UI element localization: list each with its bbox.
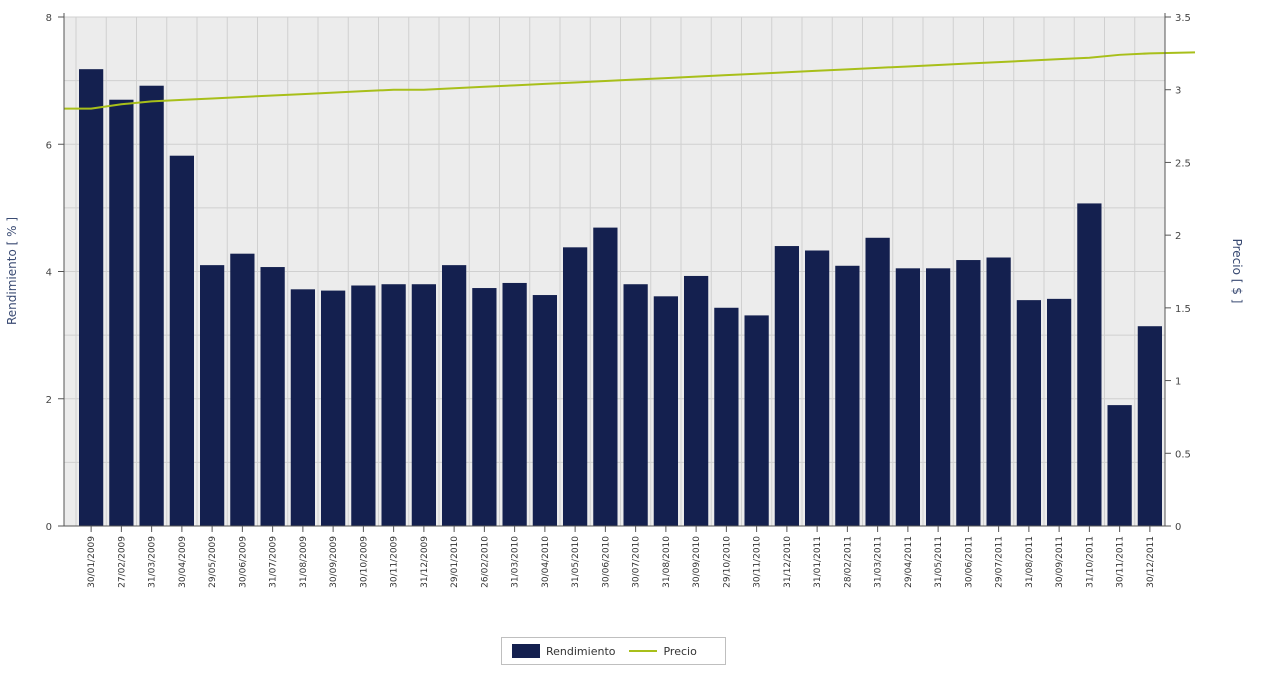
y-tick-label-right: 3 xyxy=(1175,86,1181,97)
x-tick-label: 31/12/2010 xyxy=(783,536,793,588)
bar xyxy=(835,265,860,526)
bar xyxy=(290,289,315,526)
y-tick-label-left: 0 xyxy=(46,522,52,533)
bar xyxy=(109,99,134,527)
bar xyxy=(986,257,1011,526)
bar xyxy=(1137,326,1162,526)
x-tick-label: 31/03/2010 xyxy=(511,536,521,588)
x-tick-label: 30/04/2010 xyxy=(541,536,551,588)
x-tick-label: 30/04/2009 xyxy=(178,536,188,588)
x-tick-label: 30/11/2011 xyxy=(1116,536,1126,588)
bar xyxy=(956,260,981,526)
x-tick-label: 30/09/2011 xyxy=(1055,536,1065,588)
bar xyxy=(169,155,194,526)
x-tick-label: 31/03/2011 xyxy=(874,536,884,588)
x-tick-label: 31/05/2011 xyxy=(934,536,944,588)
x-tick-label: 30/11/2010 xyxy=(753,536,763,588)
bar xyxy=(1047,298,1072,526)
bar xyxy=(684,275,709,526)
x-tick-label: 29/04/2011 xyxy=(904,536,914,588)
y-tick-label-right: 1 xyxy=(1175,377,1181,388)
x-tick-label: 26/02/2010 xyxy=(480,536,490,588)
y-tick-label-left: 8 xyxy=(46,13,52,24)
bar xyxy=(926,268,951,526)
x-tick-label: 30/11/2009 xyxy=(390,536,400,588)
bar xyxy=(532,295,557,526)
bar xyxy=(1107,405,1132,526)
y-tick-label-right: 2 xyxy=(1175,231,1181,242)
x-tick-label: 29/10/2010 xyxy=(722,536,732,588)
bar xyxy=(895,268,920,526)
bar xyxy=(563,247,588,526)
bar xyxy=(321,290,346,526)
bar xyxy=(623,284,648,526)
x-tick-label: 30/09/2009 xyxy=(329,536,339,588)
y-axis-label-right: Precio [ $ ] xyxy=(1230,239,1244,304)
y-tick-label-left: 6 xyxy=(46,140,52,151)
bar xyxy=(653,296,678,526)
bar xyxy=(805,250,830,526)
x-tick-label: 31/08/2011 xyxy=(1025,536,1035,588)
y-axis-label-left: Rendimiento [ % ] xyxy=(5,217,19,325)
bar xyxy=(351,285,376,526)
x-tick-label: 30/09/2010 xyxy=(692,536,702,588)
bar xyxy=(260,267,285,526)
x-tick-label: 31/07/2009 xyxy=(269,536,279,588)
y-tick-label-right: 0.5 xyxy=(1175,449,1191,460)
x-tick-label: 30/10/2009 xyxy=(359,536,369,588)
legend-label-precio: Precio xyxy=(663,644,697,658)
ticks-group: 0 2 4 6 8 0 0.5 1 1.5 2 2.5 3 3.5 30/01/2009 27/02/200… xyxy=(46,13,1191,588)
x-tick-label: 31/08/2009 xyxy=(299,536,309,588)
x-tick-label: 31/10/2011 xyxy=(1085,536,1095,588)
axes-group xyxy=(63,13,1166,527)
bar xyxy=(714,307,739,526)
x-tick-label: 30/06/2010 xyxy=(601,536,611,588)
x-tick-label: 31/12/2009 xyxy=(420,536,430,588)
x-tick-label: 31/03/2009 xyxy=(148,536,158,588)
bar xyxy=(744,315,769,526)
bar xyxy=(139,85,164,526)
y-tick-label-left: 2 xyxy=(46,395,52,406)
precio-line xyxy=(64,51,1196,110)
bar xyxy=(230,253,255,526)
legend-label-rendimiento: Rendimiento xyxy=(546,644,616,658)
bar xyxy=(1016,300,1041,526)
x-tick-label: 31/01/2011 xyxy=(813,536,823,588)
bar xyxy=(593,227,618,526)
legend-swatch-precio xyxy=(629,650,658,652)
bar xyxy=(472,288,497,526)
bar xyxy=(411,284,436,526)
line-group xyxy=(64,51,1196,110)
y-tick-label-left: 4 xyxy=(46,268,52,279)
bars-group xyxy=(79,69,1162,527)
x-tick-label: 29/07/2011 xyxy=(995,536,1005,588)
x-tick-label: 30/06/2009 xyxy=(238,536,248,588)
x-tick-label: 29/05/2009 xyxy=(208,536,218,588)
x-tick-label: 29/01/2010 xyxy=(450,536,460,588)
bar xyxy=(442,265,467,526)
y-tick-label-right: 2.5 xyxy=(1175,158,1191,169)
bar xyxy=(502,282,527,526)
bar xyxy=(865,237,890,526)
legend: Rendimiento Precio xyxy=(501,637,726,665)
x-tick-label: 27/02/2009 xyxy=(117,536,127,588)
x-tick-label: 31/05/2010 xyxy=(571,536,581,588)
x-tick-label: 30/01/2009 xyxy=(87,536,97,588)
y-tick-label-right: 3.5 xyxy=(1175,13,1191,24)
x-tick-label: 31/08/2010 xyxy=(662,536,672,588)
x-tick-label: 30/12/2011 xyxy=(1146,536,1156,588)
bar xyxy=(774,246,799,527)
x-tick-label: 28/02/2011 xyxy=(843,536,853,588)
bar xyxy=(79,69,104,527)
x-tick-label: 30/07/2010 xyxy=(632,536,642,588)
y-tick-label-right: 0 xyxy=(1175,522,1181,533)
x-tick-label: 30/06/2011 xyxy=(964,536,974,588)
legend-swatch-rendimiento xyxy=(512,644,540,658)
bar xyxy=(1077,203,1102,526)
y-tick-label-right: 1.5 xyxy=(1175,304,1191,315)
bar xyxy=(200,265,225,526)
bar xyxy=(381,284,406,526)
